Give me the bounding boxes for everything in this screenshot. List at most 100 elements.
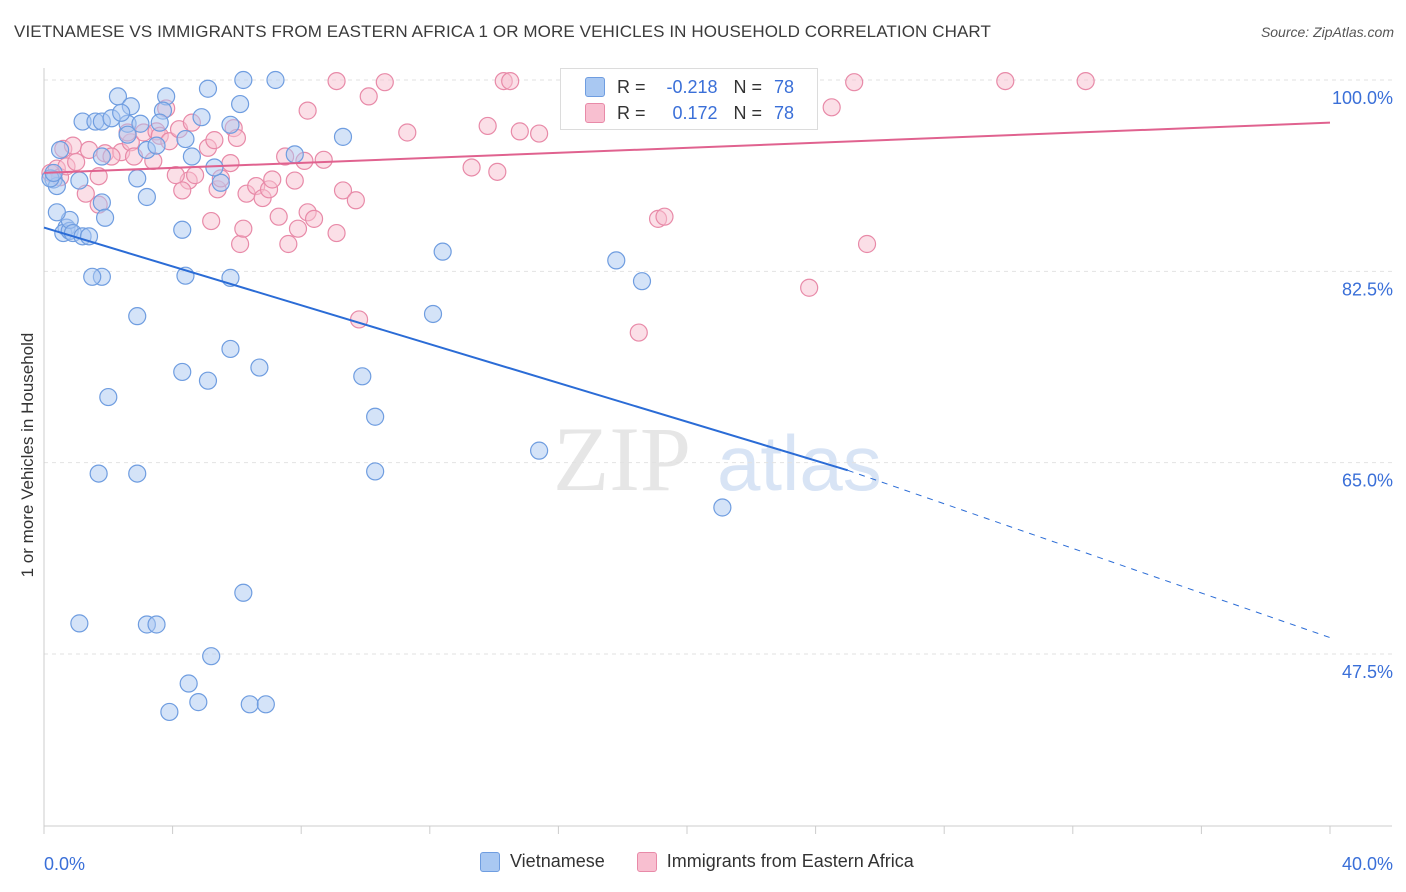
eastern-africa-point — [173, 181, 192, 200]
vietnamese-point — [70, 614, 89, 633]
eastern-africa-point — [398, 123, 417, 142]
eastern-africa-point — [234, 219, 253, 238]
series-label-vietnamese: Vietnamese — [510, 851, 605, 871]
data-points — [41, 70, 1095, 722]
vietnamese-point — [221, 339, 240, 359]
eastern-africa-point — [67, 152, 86, 172]
vietnamese-point — [137, 187, 156, 207]
vietnamese-point — [202, 647, 221, 666]
eastern-africa-point — [478, 116, 497, 136]
series-label-eastern-africa: Immigrants from Eastern Africa — [666, 851, 914, 871]
legend-row-eastern-africa: R = 0.172 N = 78 — [585, 101, 794, 125]
eastern-africa-point — [221, 153, 240, 173]
vietnamese-point — [128, 169, 147, 188]
vietnamese-point — [607, 251, 626, 270]
eastern-africa-point — [89, 167, 108, 186]
vietnamese-point — [128, 307, 147, 326]
vietnamese-point — [231, 94, 250, 114]
vietnamese-point — [366, 462, 385, 481]
x-tick-label: 0.0% — [44, 854, 85, 874]
vietnamese-point — [192, 108, 211, 127]
eastern-africa-point — [205, 131, 224, 150]
y-tick-label: 82.5% — [1342, 279, 1393, 299]
eastern-africa-point — [327, 71, 346, 91]
legend-n-label: N = — [733, 76, 763, 97]
eastern-africa-point — [304, 209, 324, 228]
vietnamese-point — [198, 371, 218, 390]
eastern-africa-point — [231, 234, 250, 254]
vietnamese-point — [128, 464, 147, 483]
vietnamese-point — [189, 693, 208, 712]
eastern-africa-point — [800, 278, 819, 297]
y-tick-label: 100.0% — [1332, 88, 1393, 108]
vietnamese-point — [147, 615, 166, 634]
gridlines — [44, 79, 1392, 655]
eastern-africa-point — [166, 166, 185, 185]
eastern-africa-point — [501, 71, 520, 91]
vietnamese-point — [173, 362, 192, 382]
vietnamese-point — [713, 498, 732, 517]
eastern-africa-point — [375, 73, 394, 92]
eastern-africa-point — [279, 234, 298, 254]
eastern-africa-point — [333, 181, 353, 200]
eastern-africa-point — [314, 150, 333, 169]
vietnamese-point — [83, 267, 102, 286]
series-swatch-vietnamese — [480, 851, 500, 872]
x-tick-label: 40.0% — [1342, 854, 1393, 874]
vietnamese-point — [131, 114, 150, 133]
y-tick-label: 47.5% — [1342, 662, 1393, 682]
eastern-africa-point — [186, 166, 205, 185]
legend-r-label: R = — [617, 102, 646, 123]
eastern-africa-point — [510, 122, 529, 141]
chart-title: VIETNAMESE VS IMMIGRANTS FROM EASTERN AF… — [14, 22, 991, 41]
vietnamese-point — [92, 147, 111, 166]
series-legend: Vietnamese Immigrants from Eastern Afric… — [480, 851, 946, 872]
legend-r-value: 0.172 — [672, 102, 718, 123]
vietnamese-point — [176, 129, 195, 149]
eastern-africa-point — [288, 219, 308, 238]
vietnamese-point — [632, 272, 652, 291]
vietnamese-point — [366, 407, 385, 426]
eastern-africa-point — [462, 158, 481, 177]
eastern-africa-point — [202, 211, 221, 231]
vietnamese-point — [234, 583, 253, 602]
vietnamese-point — [179, 674, 198, 693]
eastern-africa-trend-line — [43, 121, 1331, 174]
legend-r-label: R = — [617, 76, 646, 97]
eastern-africa-point — [327, 223, 346, 243]
eastern-africa-point — [298, 101, 317, 120]
vietnamese-point — [333, 127, 353, 146]
vietnamese-point — [433, 242, 452, 261]
legend-swatch-eastern-africa — [585, 103, 605, 123]
axes — [43, 68, 1392, 834]
legend-r-value: -0.218 — [666, 76, 718, 97]
vietnamese-point — [353, 367, 372, 386]
legend-row-vietnamese: R = -0.218 N = 78 — [585, 75, 794, 99]
x-tick-labels: 0.0% 40.0% — [44, 854, 1393, 874]
vietnamese-point — [221, 115, 240, 134]
vietnamese-point — [47, 203, 66, 222]
eastern-africa-point — [488, 162, 507, 181]
vietnamese-point — [147, 136, 166, 155]
vietnamese-point — [99, 387, 118, 407]
vietnamese-point — [256, 695, 275, 714]
eastern-africa-point — [629, 323, 648, 342]
vietnamese-point — [266, 70, 285, 90]
legend-n-value: 78 — [774, 76, 795, 97]
series-swatch-eastern-africa — [636, 851, 657, 872]
y-tick-labels: 47.5% 65.0% 82.5% 100.0% — [1332, 88, 1393, 682]
vietnamese-point — [240, 695, 259, 714]
eastern-africa-point — [857, 234, 877, 254]
eastern-africa-point — [269, 207, 288, 226]
vietnamese-point — [234, 70, 253, 90]
legend-n-label: N = — [733, 102, 763, 123]
eastern-africa-point — [263, 170, 282, 189]
watermark-zip: ZIP — [553, 408, 691, 510]
eastern-africa-point — [346, 191, 365, 210]
eastern-africa-point — [822, 98, 841, 117]
vietnamese-point — [95, 208, 115, 227]
vietnamese-point — [173, 220, 192, 239]
vietnamese-point — [250, 358, 269, 377]
vietnamese-point — [118, 125, 137, 144]
vietnamese-point — [285, 145, 304, 164]
